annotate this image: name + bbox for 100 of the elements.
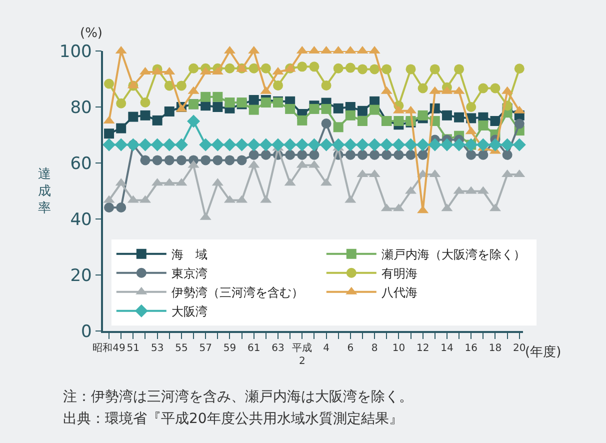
x-tick-label: 10 <box>392 342 406 354</box>
point <box>368 138 382 152</box>
point <box>248 150 259 160</box>
point <box>356 138 369 152</box>
point <box>297 115 308 126</box>
point <box>370 64 380 74</box>
point <box>357 106 368 116</box>
y-tick-label: 100 <box>59 42 92 62</box>
point <box>345 110 356 120</box>
x-axis-title: (年度) <box>525 344 562 360</box>
point <box>466 150 476 160</box>
point <box>500 138 514 152</box>
y-tick-label: 40 <box>70 210 92 230</box>
point <box>454 112 464 122</box>
point <box>333 63 344 74</box>
x-tick-label: 12 <box>416 342 430 354</box>
point <box>357 150 368 160</box>
x-tick-label: 61 <box>247 342 260 354</box>
point <box>418 83 428 94</box>
x-tick-label: 20 <box>513 342 526 354</box>
point <box>297 62 308 72</box>
point <box>296 138 309 152</box>
point <box>309 104 320 114</box>
point <box>116 98 126 108</box>
point <box>116 202 126 213</box>
point <box>380 138 394 152</box>
point <box>320 138 333 152</box>
point <box>174 138 188 152</box>
legend-label: 有明海 <box>381 266 418 281</box>
point <box>344 138 357 152</box>
point <box>308 138 321 152</box>
point <box>309 150 320 160</box>
point <box>514 64 524 74</box>
point <box>152 155 162 166</box>
point <box>102 138 116 152</box>
point <box>140 155 150 166</box>
x-tick-label: 4 <box>323 342 330 354</box>
point <box>478 150 488 160</box>
point <box>224 63 235 74</box>
legend-label: 伊勢湾（三河湾を含む） <box>171 286 304 300</box>
point <box>466 102 476 112</box>
point <box>357 64 368 74</box>
point <box>211 138 224 152</box>
x-tick-label: 6 <box>347 342 354 354</box>
point <box>212 102 223 112</box>
point <box>116 123 126 134</box>
point <box>284 138 297 152</box>
point <box>273 80 283 90</box>
point <box>248 104 259 115</box>
point <box>140 110 150 120</box>
point <box>297 150 308 160</box>
point <box>104 78 114 89</box>
point <box>138 138 152 152</box>
point <box>406 64 416 74</box>
point <box>345 62 356 73</box>
x-tick-label: 57 <box>199 342 212 354</box>
point <box>428 138 442 152</box>
point <box>418 150 428 160</box>
point <box>512 138 526 152</box>
y-tick-label: 60 <box>70 154 92 174</box>
source-note: 出典：環境省『平成20年度公共用水域水質測定結果』 <box>63 411 403 427</box>
x-tick-label: 8 <box>371 342 378 354</box>
point <box>333 122 344 132</box>
point <box>321 104 332 114</box>
point <box>200 155 211 166</box>
point <box>200 92 211 102</box>
point <box>104 128 114 139</box>
text: (%) <box>80 26 102 41</box>
x-tick-label: 59 <box>223 342 236 354</box>
point <box>248 63 259 74</box>
x-tick-label: 51 <box>126 342 140 354</box>
point <box>454 64 464 74</box>
legend-label: 瀬戸内海（大阪湾を除く） <box>381 248 526 262</box>
point <box>452 138 466 152</box>
point <box>140 98 150 108</box>
point <box>104 202 114 213</box>
point <box>260 150 271 160</box>
x-tick-label: 16 <box>464 342 478 354</box>
x-tick-label: 55 <box>175 342 188 354</box>
point <box>430 64 440 74</box>
point <box>490 116 500 126</box>
point <box>236 155 247 166</box>
point <box>150 138 164 152</box>
point <box>128 112 138 122</box>
point <box>442 110 452 120</box>
point <box>162 138 176 152</box>
y-tick-label: 0 <box>81 322 92 342</box>
point <box>199 138 212 152</box>
point <box>188 63 199 74</box>
x-tick-label: 14 <box>440 342 454 354</box>
point <box>235 138 248 152</box>
point <box>247 138 260 152</box>
y-tick-label: 20 <box>70 266 92 286</box>
point <box>332 138 345 152</box>
point <box>212 92 223 102</box>
point <box>440 138 454 152</box>
point <box>321 118 332 129</box>
y-axis-title: 達成率 <box>38 167 51 216</box>
point <box>478 120 488 130</box>
point <box>260 63 271 74</box>
